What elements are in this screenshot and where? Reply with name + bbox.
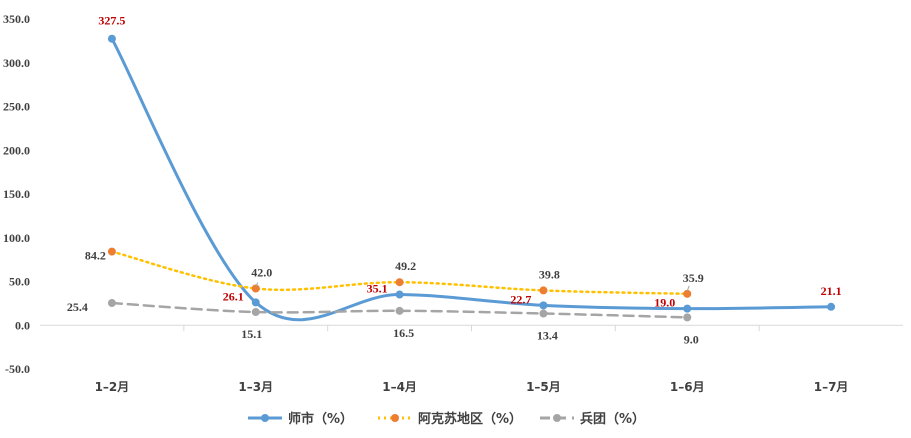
y-tick-label: -50.0 — [5, 362, 30, 376]
data-point-bingtuan — [251, 308, 260, 317]
x-tick-label: 1–7月 — [814, 380, 849, 394]
legend-item-shishi[interactable]: 师市（%） — [248, 411, 353, 427]
x-tick-label: 1–3月 — [238, 380, 273, 394]
data-point-shishi — [827, 302, 836, 311]
legend-swatch-marker — [261, 414, 269, 422]
legend-label: 师市（%） — [288, 411, 353, 427]
axes: -50.0 0.0 50.0 100.0 150.0 200.0 250.0 300.0 350… — [3, 12, 903, 394]
data-label-shishi: 35.1 — [367, 282, 388, 296]
legend: 师市（%） 阿克苏地区（%） 兵团（%） — [248, 411, 645, 427]
x-tick-label: 1–6月 — [670, 380, 705, 394]
y-tick-label: 350.0 — [3, 12, 30, 26]
data-label-bingtuan: 15.1 — [241, 327, 262, 341]
leader-line — [686, 285, 690, 292]
data-label-shishi: 26.1 — [223, 289, 244, 303]
data-label-shishi: 327.5 — [98, 14, 125, 28]
x-tick-label: 1–2月 — [95, 380, 130, 394]
data-point-akesu — [395, 278, 404, 287]
y-tick-label: 300.0 — [3, 56, 30, 70]
legend-swatch-marker — [391, 414, 399, 422]
leader-line — [255, 282, 259, 287]
data-point-akesu — [539, 286, 548, 295]
x-tick-label: 1–4月 — [382, 380, 417, 394]
data-point-akesu — [683, 289, 692, 298]
x-tick-label: 1–5月 — [526, 380, 561, 394]
data-label-bingtuan: 16.5 — [393, 326, 414, 340]
data-point-shishi — [107, 34, 116, 43]
data-point-shishi — [395, 290, 404, 299]
y-tick-label: 50.0 — [9, 275, 30, 289]
legend-label: 兵团（%） — [580, 411, 645, 427]
y-tick-label: 150.0 — [3, 187, 30, 201]
data-label-akesu: 42.0 — [251, 266, 272, 280]
data-label-shishi: 21.1 — [821, 284, 842, 298]
data-label-akesu: 84.2 — [85, 249, 106, 263]
y-tick-label: 0.0 — [15, 318, 30, 332]
data-label-shishi: 22.7 — [510, 292, 531, 306]
data-label-akesu: 35.9 — [683, 271, 704, 285]
data-labels: 327.5 26.1 35.1 22.7 19.0 21.1 84.2 42.0 49.2 39.… — [67, 14, 842, 347]
data-point-akesu — [107, 247, 116, 256]
y-tick-label: 100.0 — [3, 231, 30, 245]
y-tick-label: 200.0 — [3, 143, 30, 157]
data-label-akesu: 49.2 — [395, 259, 416, 273]
data-label-akesu: 39.8 — [539, 267, 560, 281]
legend-swatch-marker — [553, 414, 561, 422]
data-point-shishi — [683, 304, 692, 313]
data-point-bingtuan — [107, 299, 116, 308]
series-group — [107, 34, 836, 322]
data-point-bingtuan — [395, 306, 404, 315]
legend-item-bingtuan[interactable]: 兵团（%） — [540, 411, 645, 427]
legend-item-akesu[interactable]: 阿克苏地区（%） — [378, 411, 522, 427]
data-point-shishi — [251, 298, 260, 307]
data-label-bingtuan: 9.0 — [684, 332, 699, 346]
data-point-bingtuan — [539, 309, 548, 318]
data-point-bingtuan — [683, 313, 692, 322]
data-point-shishi — [539, 301, 548, 310]
legend-label: 阿克苏地区（%） — [418, 411, 522, 427]
series-line-shishi — [110, 37, 833, 322]
y-tick-label: 250.0 — [3, 100, 30, 114]
data-label-bingtuan: 25.4 — [67, 300, 88, 314]
data-label-shishi: 19.0 — [654, 296, 675, 310]
data-point-akesu — [251, 284, 260, 293]
data-label-bingtuan: 13.4 — [537, 329, 558, 343]
